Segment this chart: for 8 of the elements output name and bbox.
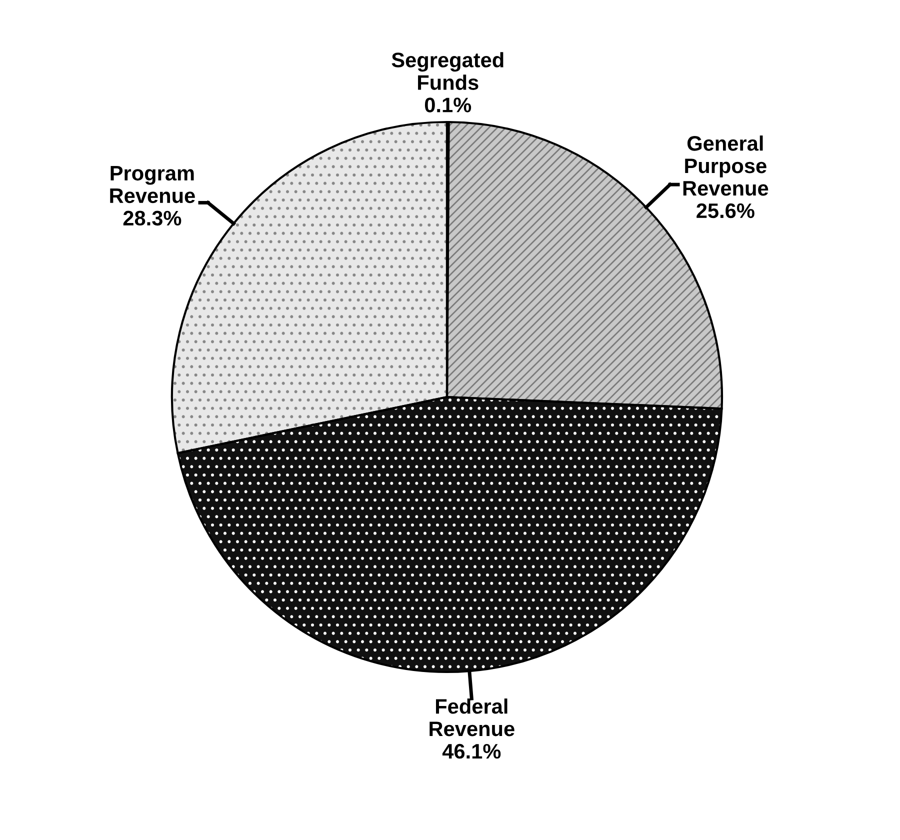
slice-label: Program Revenue bbox=[110, 166, 195, 204]
slice-label: Federal Revenue bbox=[430, 698, 514, 736]
data-label: 0.1% bbox=[424, 98, 472, 112]
slice-label: General Purpose Revenue bbox=[683, 136, 768, 196]
data-label: 28.3% bbox=[123, 210, 182, 226]
data-label: 46.1% bbox=[442, 744, 501, 759]
data-label: 25.6% bbox=[696, 203, 754, 218]
slice-label: Segregated Funds bbox=[392, 52, 504, 90]
